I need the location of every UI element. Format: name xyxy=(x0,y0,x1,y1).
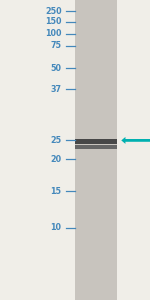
Text: 37: 37 xyxy=(51,85,62,94)
Bar xyxy=(75,139,117,144)
Bar xyxy=(75,145,117,148)
Text: 20: 20 xyxy=(50,154,62,164)
Text: 150: 150 xyxy=(45,17,62,26)
Text: 50: 50 xyxy=(51,64,62,73)
Text: 250: 250 xyxy=(45,7,62,16)
Bar xyxy=(75,0,117,300)
Text: 75: 75 xyxy=(51,41,62,50)
Text: 10: 10 xyxy=(51,224,62,232)
Text: 100: 100 xyxy=(45,29,62,38)
Text: 25: 25 xyxy=(50,136,62,145)
Text: 15: 15 xyxy=(51,187,62,196)
